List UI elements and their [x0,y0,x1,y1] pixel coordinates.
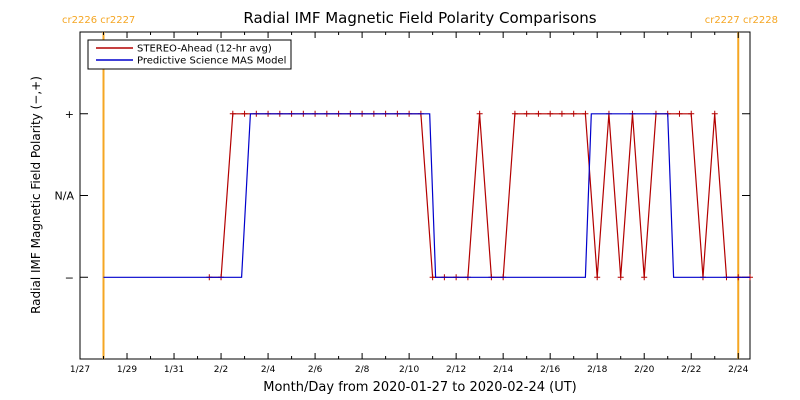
x-tick-label: 1/29 [117,365,137,375]
series-mas-model [103,113,750,278]
x-tick-label: 1/31 [164,365,184,375]
x-tick-label: 2/2 [214,365,228,375]
y-axis: + N/A − [55,108,750,284]
x-tick-label: 2/18 [587,365,607,375]
x-tick-label: 2/6 [308,365,323,375]
x-axis-label: Month/Day from 2020-01-27 to 2020-02-24 … [263,380,576,395]
series-layer [103,110,753,281]
data-point-marker [711,110,718,117]
x-axis: 1/27 1/29 1/31 2/2 2/4 2/6 2/8 2/10 2/12 2/14 2/16… [70,32,749,375]
data-point-marker [229,110,236,117]
x-tick-label: 1/27 [70,365,90,375]
carrington-marker-label: cr2227 cr2228 [705,15,778,26]
x-tick-label: 2/24 [728,365,748,375]
x-tick-label: 2/14 [493,365,513,375]
carrington-marker-label: cr2226 cr2227 [62,15,135,26]
x-tick-label: 2/4 [261,365,276,375]
data-point-marker [570,110,577,117]
y-axis-label: Radial IMF Magnetic Field Polarity (−,+) [29,76,43,314]
data-point-marker [688,110,695,117]
chart-title: Radial IMF Magnetic Field Polarity Compa… [243,9,596,27]
data-point-marker [241,110,248,117]
data-point-marker [535,110,542,117]
legend-box [87,39,292,70]
data-point-marker [582,110,589,117]
legend-label-stereo: STEREO-Ahead (12-hr avg) [137,44,272,55]
data-point-marker [523,110,530,117]
data-point-marker [429,274,436,281]
data-point-marker [558,110,565,117]
x-tick-label: 2/12 [446,365,466,375]
data-point-marker [476,110,483,117]
data-point-marker [511,110,518,117]
data-point-marker [594,274,601,281]
data-point-marker [617,274,624,281]
x-tick-label: 2/20 [634,365,654,375]
carrington-markers: cr2226 cr2227 cr2227 cr2228 [62,15,778,359]
x-tick-label: 2/22 [681,365,701,375]
x-tick-label: 2/8 [355,365,370,375]
x-tick-label: 2/10 [399,365,419,375]
y-tick-label: N/A [55,190,75,203]
y-tick-label: − [65,271,74,284]
legend: STEREO-Ahead (12-hr avg) Predictive Scie… [87,39,292,70]
legend-label-mas-model: Predictive Science MAS Model [137,56,286,67]
data-point-marker [547,110,554,117]
series-line [103,113,750,278]
data-point-marker [676,110,683,117]
x-tick-label: 2/16 [540,365,560,375]
data-point-marker [641,274,648,281]
y-tick-label: + [65,108,74,121]
